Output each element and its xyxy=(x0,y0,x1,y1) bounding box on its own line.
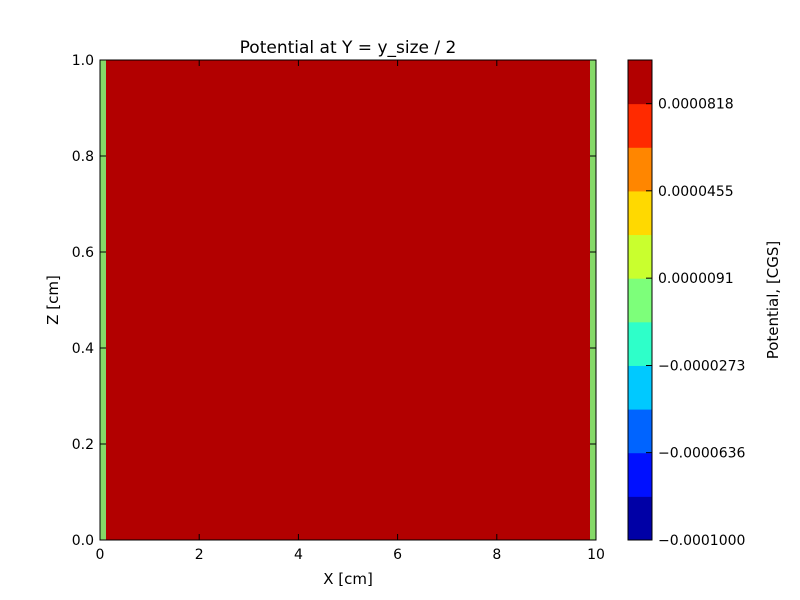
y-axis: 0.0 0.2 0.4 0.6 0.8 1.0 xyxy=(72,53,596,549)
y-tick-label: 0.6 xyxy=(72,245,94,261)
contour-plot-area xyxy=(100,60,596,540)
colorbar-segment xyxy=(628,190,652,236)
wall-strip xyxy=(590,60,596,540)
y-tick-label: 0.8 xyxy=(72,149,94,165)
colorbar-tick-label: 0.0000091 xyxy=(658,271,734,287)
x-tick-label: 4 xyxy=(294,547,303,563)
x-tick-label: 10 xyxy=(587,547,605,563)
y-tick-label: 0.2 xyxy=(72,437,94,453)
colorbar-frame xyxy=(627,59,653,541)
colorbar-tick-label: −0.0000636 xyxy=(658,446,746,462)
y-tick-label: 1.0 xyxy=(72,53,94,69)
colorbar-segment xyxy=(628,147,652,192)
contour-band xyxy=(100,60,596,540)
x-tick-label: 8 xyxy=(492,547,501,563)
y-tick-label: 0.4 xyxy=(72,341,94,357)
colorbar-segment xyxy=(628,103,652,148)
colorbar-segment xyxy=(628,321,652,366)
colorbar-segment xyxy=(628,234,652,279)
colorbar-ticks: −0.0001000 −0.0000636 −0.0000273 0.0000091 0… xyxy=(646,97,746,549)
chart-title: Potential at Y = y_size / 2 xyxy=(240,38,457,58)
colorbar xyxy=(628,60,652,541)
x-tick-label: 2 xyxy=(195,547,204,563)
colorbar-label: Potential, [CGS] xyxy=(764,241,782,360)
colorbar-tick-label: 0.0000818 xyxy=(658,97,734,113)
colorbar-tick-label: −0.0000273 xyxy=(658,359,745,375)
x-axis-label: X [cm] xyxy=(323,570,373,588)
colorbar-segment xyxy=(628,409,652,454)
colorbar-segment xyxy=(628,278,652,323)
colorbar-segment xyxy=(628,365,652,410)
y-axis-label: Z [cm] xyxy=(44,275,62,325)
x-tick-label: 0 xyxy=(96,547,105,563)
plot-frame xyxy=(99,59,597,541)
x-axis: 0 2 4 6 8 10 xyxy=(96,60,605,563)
x-tick-label: 6 xyxy=(393,547,402,563)
y-tick-label: 0.0 xyxy=(72,533,94,549)
colorbar-segment xyxy=(628,496,652,541)
colorbar-tick-label: −0.0001000 xyxy=(658,533,745,549)
colorbar-segment xyxy=(628,60,652,105)
colorbar-segment xyxy=(628,452,652,497)
wall-strip xyxy=(100,60,106,540)
colorbar-tick-label: 0.0000455 xyxy=(658,184,734,200)
